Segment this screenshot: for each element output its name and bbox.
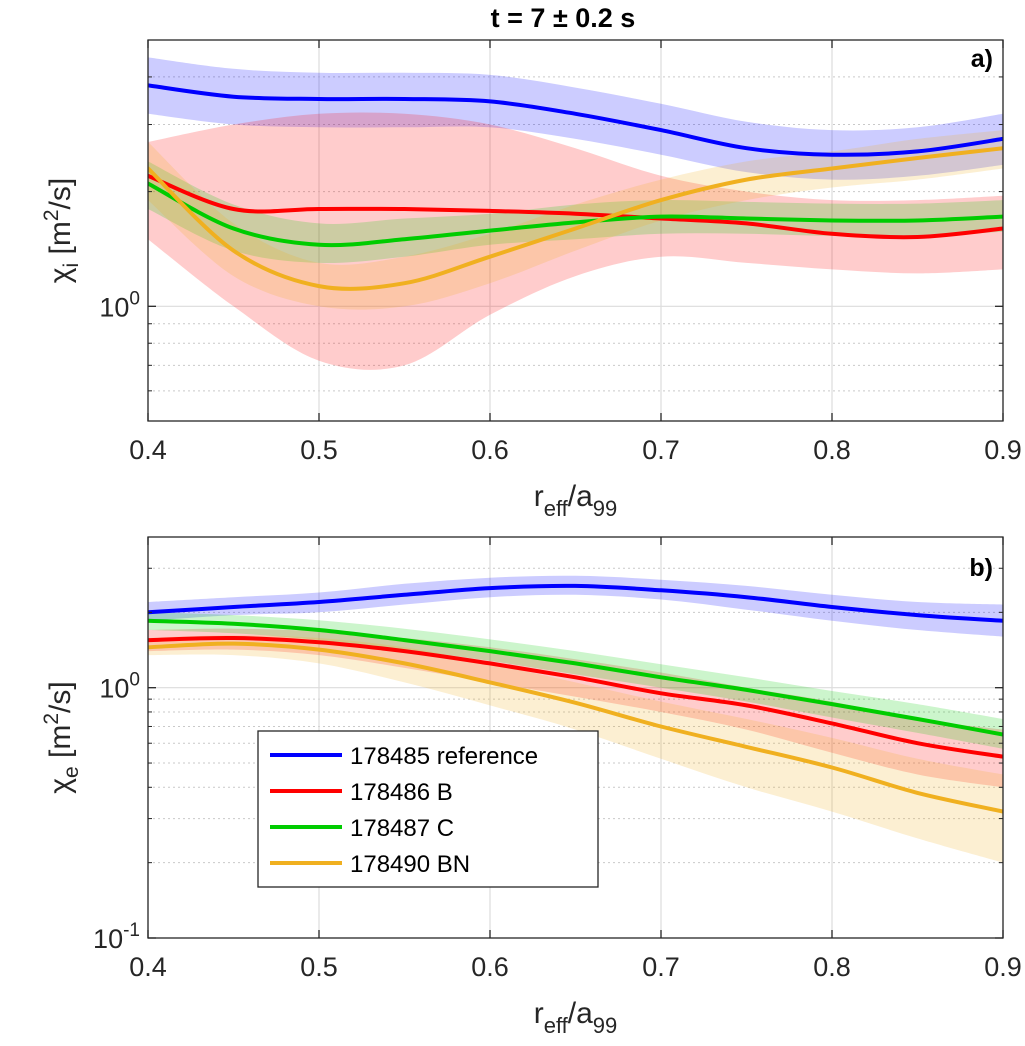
y-tick-label: 10-1 xyxy=(93,920,140,954)
x-axis-label: reff/a99 xyxy=(534,997,618,1038)
chart-title: t = 7 ± 0.2 s xyxy=(491,3,636,33)
x-tick-label: 0.4 xyxy=(129,435,167,465)
legend-entry-label: 178485 reference xyxy=(350,743,538,770)
uncertainty-band xyxy=(148,575,1003,637)
x-tick-label: 0.9 xyxy=(984,952,1022,982)
legend: 178485 reference 178486 B 178487 C 178490 B… xyxy=(257,730,599,888)
series-line xyxy=(148,583,1003,623)
uncertainty-band xyxy=(148,57,1003,180)
series-line xyxy=(148,618,1003,737)
x-tick-label: 0.6 xyxy=(471,435,509,465)
y-axis-label: χe [m2/s] xyxy=(40,681,83,793)
series-layer xyxy=(148,57,1003,370)
x-tick-label: 0.7 xyxy=(642,952,680,982)
axes-box xyxy=(147,39,1004,422)
uncertainty-band xyxy=(148,635,1003,863)
series-line xyxy=(148,181,1003,248)
x-axis-label: reff/a99 xyxy=(534,480,618,521)
x-tick-label: 0.7 xyxy=(642,435,680,465)
legend-entry-label: 178490 BN xyxy=(350,851,470,878)
x-tick-label: 0.8 xyxy=(813,435,851,465)
x-tick-label: 0.4 xyxy=(129,952,167,982)
y-axis-label: χi [m2/s] xyxy=(40,178,83,283)
series-line xyxy=(148,635,1003,759)
series-line xyxy=(148,173,1003,240)
panel-label: b) xyxy=(969,554,993,582)
x-tick-label: 0.9 xyxy=(984,435,1022,465)
legend-entry-label: 178486 B xyxy=(350,779,453,806)
axes-box xyxy=(147,536,1004,939)
series-line xyxy=(148,83,1003,157)
panel-label: a) xyxy=(971,45,993,73)
x-tick-label: 0.8 xyxy=(813,952,851,982)
x-tick-label: 0.6 xyxy=(471,952,509,982)
x-tick-label: 0.5 xyxy=(300,952,338,982)
x-tick-label: 0.5 xyxy=(300,435,338,465)
y-tick-label: 100 xyxy=(99,670,140,704)
legend-entry-label: 178487 C xyxy=(350,815,454,842)
series-line xyxy=(148,146,1003,291)
uncertainty-band xyxy=(148,112,1003,370)
panel-a: 0.4 0.5 0.6 0.7 0.8 0.9 100 reff/a99 χi [m2/s] a) xyxy=(40,39,1022,521)
uncertainty-band xyxy=(148,612,1003,749)
y-tick-label: 100 xyxy=(99,288,140,322)
series-line xyxy=(148,641,1003,814)
series-layer xyxy=(148,575,1003,863)
